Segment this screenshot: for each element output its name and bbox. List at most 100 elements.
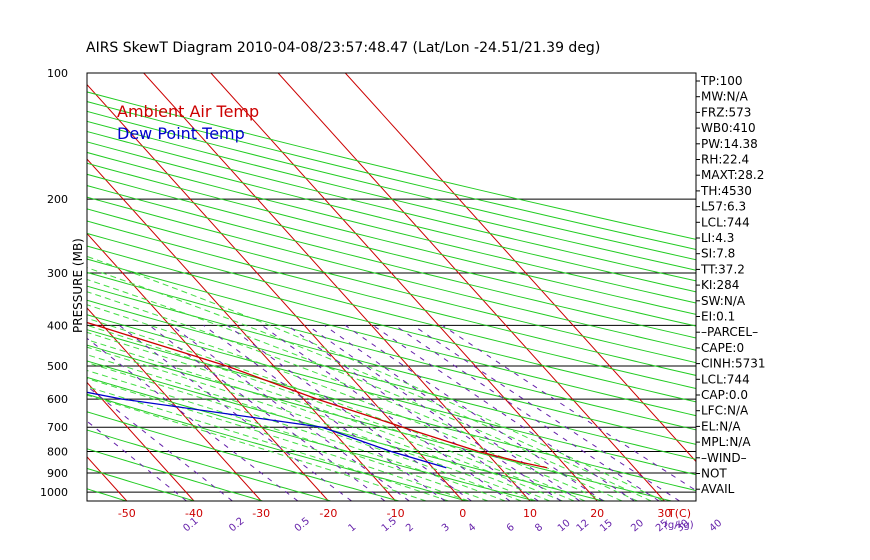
mixing-ratio-tick: 20 bbox=[629, 518, 646, 535]
pressure-tick-label: 500 bbox=[47, 360, 68, 373]
isotherm-line bbox=[87, 381, 195, 501]
index-label: LCL:744 bbox=[701, 215, 750, 229]
index-label: –PARCEL– bbox=[701, 325, 758, 339]
mixing-ratio-tick: 2 bbox=[404, 522, 416, 535]
pressure-tick-label: 100 bbox=[47, 67, 68, 80]
mixing-ratio-tick: 0.5 bbox=[293, 516, 312, 535]
pressure-tick-label: 200 bbox=[47, 193, 68, 206]
pressure-tick-label: 400 bbox=[47, 319, 68, 332]
mixing-ratio-tick: 8 bbox=[533, 522, 545, 535]
isotherm-line bbox=[210, 73, 598, 501]
mixing-ratio-line bbox=[227, 324, 472, 501]
moist-adiabat-line bbox=[87, 339, 550, 501]
dry-adiabat-line bbox=[87, 232, 696, 390]
mixing-ratio-line bbox=[148, 324, 386, 501]
moist-adiabat-line bbox=[87, 346, 537, 501]
legend-dew-point-temp: Dew Point Temp bbox=[117, 124, 245, 143]
index-label: SI:7.8 bbox=[701, 247, 735, 261]
dry-adiabat-line bbox=[87, 208, 696, 364]
mixing-ratio-line bbox=[394, 324, 660, 501]
index-label: TT:37.2 bbox=[700, 262, 745, 276]
mixing-ratio-tick: 0.2 bbox=[227, 516, 246, 535]
moist-adiabat-line bbox=[87, 255, 664, 501]
mixing-ratio-tick: 40 bbox=[707, 518, 724, 535]
index-label: NOT bbox=[701, 467, 727, 481]
isotherm-line bbox=[87, 307, 262, 501]
plot-frame bbox=[86, 72, 697, 502]
index-label: MW:N/A bbox=[701, 90, 749, 104]
dry-adiabat-line bbox=[87, 196, 696, 351]
dry-adiabat-line bbox=[87, 271, 696, 431]
dry-adiabat-line bbox=[87, 376, 536, 501]
pressure-tick-label: 900 bbox=[47, 467, 68, 480]
moist-adiabat-line bbox=[87, 324, 575, 501]
dry-adiabat-line bbox=[87, 162, 696, 315]
mixing-ratio-line bbox=[261, 324, 511, 501]
moist-adiabat-line bbox=[87, 304, 605, 501]
index-label: MPL:N/A bbox=[701, 435, 751, 449]
moist-adiabat-line bbox=[87, 386, 449, 501]
mixing-ratio-line bbox=[372, 324, 635, 501]
mixing-ratio-unit: (g/kg) bbox=[664, 520, 694, 531]
moist-adiabat-line bbox=[87, 317, 586, 501]
mixing-ratio-line bbox=[87, 420, 187, 501]
temp-tick-bottom: -30 bbox=[252, 507, 270, 520]
mixing-ratio-tick: 3 bbox=[440, 522, 452, 535]
pressure-tick-label: 1000 bbox=[40, 486, 68, 499]
moist-adiabat-line bbox=[87, 394, 427, 501]
dry-adiabat-line bbox=[87, 467, 195, 501]
moist-adiabat-line bbox=[87, 291, 623, 501]
moist-adiabat-line bbox=[87, 354, 522, 501]
dry-adiabat-line bbox=[87, 185, 696, 339]
isotherm-line bbox=[344, 73, 696, 463]
data-series bbox=[87, 321, 548, 469]
dry-adiabat-line bbox=[87, 285, 696, 445]
temp-tick-bottom: -50 bbox=[118, 507, 136, 520]
dry-adiabat-line bbox=[87, 360, 604, 501]
temp-tick-bottom: 0 bbox=[459, 507, 466, 520]
dry-adiabat-line bbox=[87, 130, 696, 282]
dry-adiabat-line bbox=[87, 173, 696, 327]
index-label: AVAIL bbox=[701, 482, 735, 496]
pressure-tick-label: 800 bbox=[47, 446, 68, 459]
isotherm-line bbox=[143, 73, 531, 501]
mixing-ratio-line bbox=[442, 324, 696, 492]
pressure-tick-label: 600 bbox=[47, 393, 68, 406]
mixing-ratio-line bbox=[171, 324, 410, 501]
index-label: KI:284 bbox=[701, 278, 739, 292]
index-label: CINH:5731 bbox=[701, 357, 766, 371]
y-axis-label: PRESSURE (MB) bbox=[71, 238, 85, 333]
temp-unit-label: T(C) bbox=[667, 507, 691, 520]
pressure-tick-label: 700 bbox=[47, 421, 68, 434]
mixing-ratio-line bbox=[203, 324, 446, 501]
moist-adiabat-line bbox=[87, 278, 638, 501]
temp-tick-bottom: 10 bbox=[523, 507, 537, 520]
mixing-ratio-line bbox=[287, 324, 539, 501]
legend-ambient-air-temp: Ambient Air Temp bbox=[117, 102, 259, 121]
dry-adiabat-line bbox=[87, 299, 696, 460]
dry-adiabat-line bbox=[87, 245, 696, 403]
mixing-ratio-line bbox=[412, 324, 680, 501]
dry-adiabat-line bbox=[87, 411, 400, 501]
index-label: CAPE:0 bbox=[701, 341, 744, 355]
index-label: LFC:N/A bbox=[701, 404, 749, 418]
index-label: RH:22.4 bbox=[701, 153, 749, 167]
index-label: CAP:0.0 bbox=[701, 388, 748, 402]
isotherm-line bbox=[87, 232, 329, 501]
dry-adiabat-line bbox=[87, 110, 696, 261]
index-label: EL:N/A bbox=[701, 419, 741, 433]
index-label: SW:N/A bbox=[701, 294, 746, 308]
dry-adiabat-line bbox=[87, 120, 696, 271]
index-label: WB0:410 bbox=[701, 121, 756, 135]
mixing-ratio-tick: 6 bbox=[505, 522, 517, 535]
dry-adiabat-line bbox=[87, 329, 696, 492]
index-label: –WIND– bbox=[701, 451, 747, 465]
mixing-ratio-line bbox=[324, 324, 581, 501]
index-label: MAXT:28.2 bbox=[701, 168, 764, 182]
mixing-ratio-line bbox=[118, 324, 352, 501]
dry-adiabat-line bbox=[87, 141, 696, 293]
index-label: FRZ:573 bbox=[701, 105, 751, 119]
dry-adiabat-line bbox=[87, 448, 263, 501]
isotherm-line bbox=[0, 73, 60, 501]
